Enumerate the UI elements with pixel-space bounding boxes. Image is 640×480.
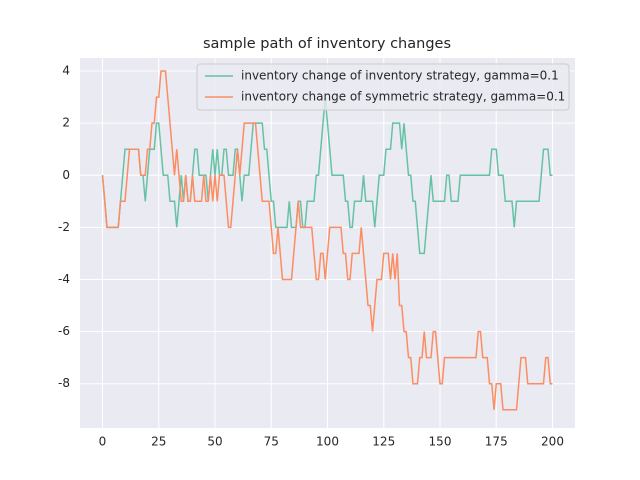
series-line (101, 97, 553, 255)
legend-label: inventory change of inventory strategy, … (241, 69, 559, 83)
x-tick-label: 25 (151, 435, 166, 449)
legend: inventory change of inventory strategy, … (196, 63, 570, 111)
y-tick-label: -2 (58, 220, 70, 234)
x-tick-label: 125 (372, 435, 395, 449)
x-tick-label: 50 (207, 435, 222, 449)
legend-label: inventory change of symmetric strategy, … (241, 90, 565, 104)
x-tick-label: 200 (541, 435, 564, 449)
series-line (101, 70, 553, 411)
x-tick-label: 0 (99, 435, 107, 449)
x-tick-label: 150 (429, 435, 452, 449)
y-tick-label: 0 (62, 168, 70, 182)
y-tick-label: -6 (58, 324, 70, 338)
y-tick-label: 4 (62, 64, 70, 78)
x-tick-label: 175 (485, 435, 508, 449)
x-tick-label: 75 (264, 435, 279, 449)
y-tick-label: -8 (58, 376, 70, 390)
y-tick-label: -4 (58, 272, 70, 286)
x-tick-label: 100 (316, 435, 339, 449)
y-tick-label: 2 (62, 116, 70, 130)
chart-title: sample path of inventory changes (203, 36, 451, 52)
legend-box (196, 63, 570, 111)
